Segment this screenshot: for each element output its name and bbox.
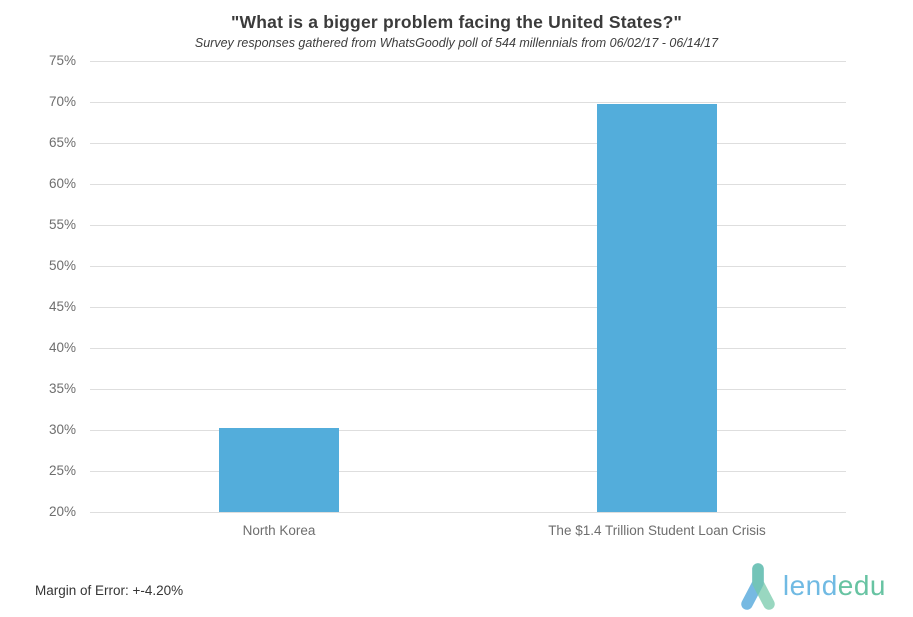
gridline-20 [90, 512, 846, 513]
bar-north-korea [219, 428, 339, 512]
logo-wordmark: lendedu [783, 562, 886, 610]
lendedu-logo: lendedu [738, 562, 886, 610]
y-axis-label-30: 30% [48, 422, 76, 437]
gridline-35 [90, 389, 846, 390]
logo-text-edu: edu [837, 570, 886, 601]
y-axis-label-65: 65% [48, 135, 76, 150]
y-axis-label-60: 60% [48, 176, 76, 191]
y-axis-label-75: 75% [48, 53, 76, 68]
y-axis-label-20: 20% [48, 504, 76, 519]
gridline-30 [90, 430, 846, 431]
gridline-40 [90, 348, 846, 349]
gridline-55 [90, 225, 846, 226]
x-axis-label-north-korea: North Korea [242, 523, 316, 538]
chart-subtitle: Survey responses gathered from WhatsGood… [194, 36, 719, 50]
gridline-25 [90, 471, 846, 472]
logo-text-lend: lend [782, 570, 838, 601]
y-axis-label-70: 70% [48, 94, 76, 109]
bar-the-1-4-trillion-student-loan-crisis [597, 104, 717, 512]
gridline-50 [90, 266, 846, 267]
margin-of-error-note: Margin of Error: +-4.20% [35, 583, 184, 598]
chart-title: "What is a bigger problem facing the Uni… [231, 12, 682, 32]
gridline-45 [90, 307, 846, 308]
y-axis-label-55: 55% [48, 217, 76, 232]
gridline-70 [90, 102, 846, 103]
y-axis-label-50: 50% [48, 258, 76, 273]
gridline-65 [90, 143, 846, 144]
y-axis-label-35: 35% [48, 381, 76, 396]
gridline-60 [90, 184, 846, 185]
y-axis-label-40: 40% [48, 340, 76, 355]
y-axis-label-45: 45% [48, 299, 76, 314]
lendedu-person-icon [741, 563, 775, 610]
y-axis-label-25: 25% [48, 463, 76, 478]
gridline-75 [90, 61, 846, 62]
x-axis-label-the-1-4-trillion-student-loan-crisis: The $1.4 Trillion Student Loan Crisis [548, 523, 766, 538]
